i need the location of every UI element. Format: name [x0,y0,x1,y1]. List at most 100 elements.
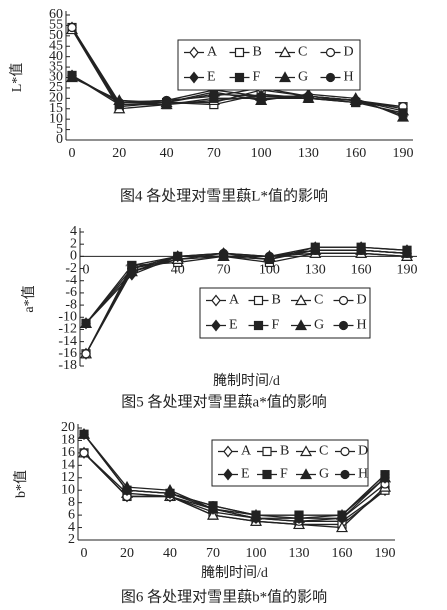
data-point [337,510,347,520]
y-tick-label: 35 [49,59,63,74]
y-tick-label: 20 [61,420,75,435]
y-tick-label: 10 [49,111,63,126]
legend-label: F [280,467,288,482]
data-point [303,91,314,101]
x-tick-label: 130 [305,263,326,278]
legend-marker [211,294,221,307]
data-point [208,501,218,511]
y-tick-label: 60 [49,7,63,22]
data-point [398,110,408,120]
legend-marker [340,446,350,457]
y-tick-label: 20 [49,91,63,106]
y-tick-label: 40 [49,49,63,64]
legend-marker [299,445,313,457]
y-tick-label: -18 [58,358,77,373]
y-tick-label: 2 [68,532,75,547]
y-tick-label: 12 [61,470,75,485]
y-tick-label: 15 [49,101,63,116]
data-point [294,510,304,520]
legend-label: D [357,293,367,308]
series-line [85,246,408,324]
legend-label: B [280,444,289,459]
legend-label: A [207,45,218,60]
y-axis-label: b*值 [13,470,29,498]
series-line [83,433,386,516]
legend-label: H [357,318,367,333]
data-point [79,429,89,439]
data-point [81,349,91,359]
legend-label: C [319,444,328,459]
chart-caption: 图5 各处理对雪里蕻a*值的影响 [121,393,326,410]
legend-marker [340,469,350,480]
chart-caption: 图4 各处理对雪里蕻L*值的影响 [120,187,328,204]
legend-label: G [298,70,308,85]
data-point [161,95,172,106]
legend-label: B [253,45,262,60]
legend-marker [278,71,292,83]
legend-label: F [272,318,280,333]
legend-marker [223,468,233,481]
legend-marker [294,294,308,306]
data-point [402,248,412,258]
data-point [173,251,183,261]
y-tick-label: 4 [70,224,77,239]
legend-label: G [319,467,329,482]
x-tick-label: 160 [332,546,353,561]
legend-marker [294,319,308,331]
x-tick-label: 70 [206,546,220,561]
x-axis-label: 腌制时间/d [213,373,280,389]
legend-marker [211,319,221,332]
data-point [256,91,266,101]
legend-box [211,439,369,487]
legend-marker [234,72,245,83]
x-tick-label: 20 [120,546,134,561]
y-tick-label: 0 [70,249,77,264]
data-point [380,470,390,480]
x-tick-label: 130 [298,146,319,161]
x-tick-label: 0 [83,263,90,278]
x-tick-label: 100 [246,546,267,561]
data-point [122,485,132,495]
legend-label: A [229,293,240,308]
legend-marker [278,46,292,58]
legend-marker [253,295,264,306]
legend-label: C [298,45,307,60]
x-axis-label: 腌制时间/d [201,565,268,581]
series-line [83,452,386,529]
series-line [71,76,404,118]
y-tick-label: 18 [61,433,75,448]
legend-marker [223,445,233,458]
legend-label: E [241,467,250,482]
y-axis-label: L*值 [9,63,25,93]
x-tick-label: 70 [217,263,231,278]
data-point [79,448,89,458]
legend-marker [253,320,264,331]
series-line [85,249,408,324]
data-point [218,251,229,261]
legend-marker [262,446,272,457]
y-tick-label: 16 [61,445,75,460]
legend-label: D [358,444,368,459]
legend-label: H [344,70,354,85]
y-tick-label: 4 [68,520,75,535]
y-tick-label: 14 [61,458,75,473]
legend-label: A [241,444,252,459]
x-tick-label: 0 [69,146,76,161]
x-tick-label: 130 [289,546,310,561]
y-tick-label: 55 [49,18,63,33]
y-tick-label: -14 [58,334,77,349]
data-point [351,95,361,106]
y-tick-label: 30 [49,70,63,85]
y-tick-label: -16 [58,346,77,361]
legend-label: B [272,293,281,308]
x-tick-label: 100 [251,146,272,161]
y-tick-label: -8 [65,297,77,312]
x-tick-label: 160 [351,263,372,278]
y-tick-label: -10 [58,309,77,324]
legend-label: C [314,293,323,308]
x-tick-label: 100 [259,263,280,278]
legend-label: E [207,70,216,85]
legend-label: H [358,467,368,482]
legend-marker [299,468,313,480]
